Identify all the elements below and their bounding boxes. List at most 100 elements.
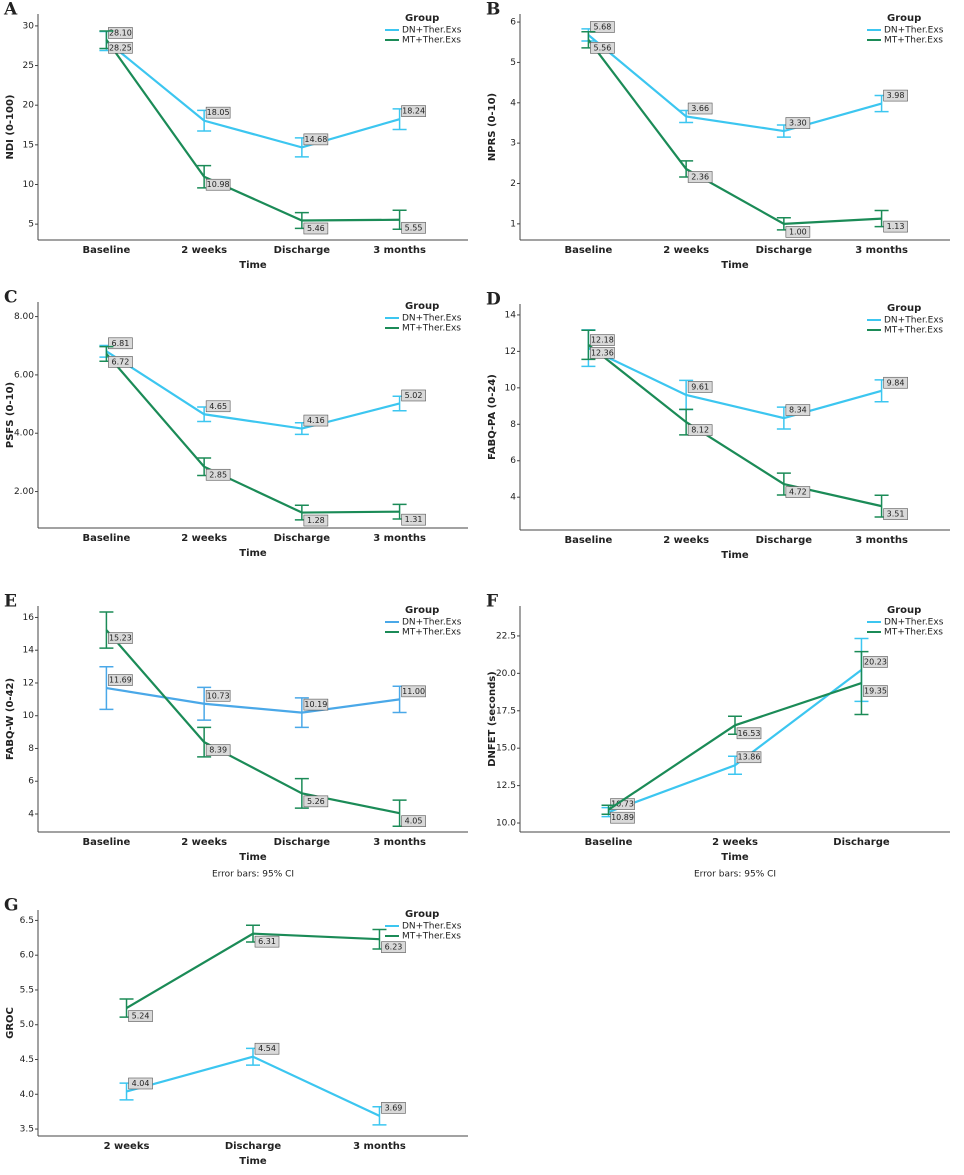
y-tick-label: 6.00 <box>14 370 34 380</box>
x-axis-title: Time <box>239 1156 267 1167</box>
x-tick-label: 2 weeks <box>104 1141 150 1152</box>
value-label: 20.23 <box>864 657 887 666</box>
value-label: 3.98 <box>887 91 905 100</box>
value-label-box <box>254 935 280 948</box>
legend-label: DN+Ther.Exs <box>402 26 462 36</box>
value-label-box <box>108 27 133 39</box>
error-bar <box>294 697 309 729</box>
panel-letter: D <box>486 290 501 310</box>
y-tick-label: 4 <box>510 493 516 503</box>
y-tick-label: 10.0 <box>496 819 516 829</box>
legend-title: Group <box>405 909 439 920</box>
value-label: 5.24 <box>132 1012 150 1021</box>
legend-title: Group <box>405 301 439 312</box>
x-tick-label: Discharge <box>225 1141 282 1152</box>
y-tick-label: 6 <box>510 456 516 466</box>
value-label-box <box>863 685 888 697</box>
y-tick-label: 4 <box>510 98 516 108</box>
y-tick-label: 4.5 <box>20 1055 34 1065</box>
value-label: 16.53 <box>738 729 761 738</box>
y-tick-label: 15.0 <box>496 744 516 754</box>
value-label-box <box>590 21 615 33</box>
value-label-box <box>687 171 713 183</box>
y-tick-label: 6 <box>510 18 516 28</box>
y-tick-label: 15 <box>23 140 34 150</box>
value-label: 3.51 <box>887 510 905 519</box>
error-bar <box>581 329 596 361</box>
x-tick-label: 2 weeks <box>181 837 227 848</box>
value-label: 18.24 <box>402 107 425 116</box>
value-label-box <box>108 356 133 368</box>
series-line <box>125 932 380 1009</box>
y-tick-label: 5 <box>510 58 516 68</box>
value-label: 2.36 <box>691 172 709 181</box>
error-bar <box>99 611 114 649</box>
x-tick-label: Discharge <box>756 245 813 256</box>
value-label: 8.12 <box>691 426 709 435</box>
x-axis-title: Time <box>239 852 267 863</box>
value-label: 3.69 <box>385 1103 403 1112</box>
y-axis-title: NPRS (0-10) <box>487 93 498 161</box>
y-tick-label: 8 <box>28 744 34 754</box>
value-label-box <box>401 513 426 526</box>
value-label: 5.55 <box>405 223 423 232</box>
panel-letter: G <box>4 896 19 916</box>
value-label: 5.02 <box>405 391 423 400</box>
x-axis-title: Time <box>721 260 749 271</box>
value-label: 9.84 <box>887 378 905 387</box>
series-line <box>587 34 882 133</box>
y-tick-label: 12.5 <box>496 781 516 791</box>
value-label-box <box>108 41 133 54</box>
value-label: 28.10 <box>109 28 132 37</box>
value-label-box <box>108 674 133 686</box>
value-label: 4.65 <box>209 402 227 411</box>
value-label-box <box>108 337 133 350</box>
y-tick-label: 5 <box>28 220 34 230</box>
value-label-box <box>687 381 713 393</box>
value-label-box <box>303 414 329 427</box>
series-line <box>105 350 400 430</box>
value-label-box <box>590 334 615 346</box>
value-label: 3.30 <box>789 119 807 128</box>
value-label-box <box>401 685 426 698</box>
value-label-box <box>128 1077 153 1090</box>
value-label-box <box>205 400 231 413</box>
y-tick-label: 12 <box>505 347 516 357</box>
value-label-box <box>863 656 888 668</box>
value-label-box <box>381 941 406 954</box>
series-line <box>607 682 862 811</box>
value-label-box <box>785 117 811 129</box>
y-axis-title: GROC <box>5 1007 16 1039</box>
note: Error bars: 95% CI <box>212 870 294 880</box>
value-label-box <box>883 508 908 520</box>
value-label-box <box>303 795 329 808</box>
y-tick-label: 14 <box>23 646 35 656</box>
value-label-box <box>254 1042 280 1055</box>
value-label: 9.61 <box>691 382 709 391</box>
value-label-box <box>205 468 231 481</box>
panel-letter: B <box>486 0 500 20</box>
value-label: 4.05 <box>405 817 423 826</box>
value-label-box <box>883 376 908 389</box>
value-label-box <box>687 102 713 115</box>
value-label-box <box>610 811 635 824</box>
value-label-box <box>736 727 762 740</box>
note: Error bars: 95% CI <box>694 870 776 880</box>
value-label: 4.72 <box>789 488 807 497</box>
y-tick-label: 1 <box>510 219 516 229</box>
error-bar <box>197 686 212 721</box>
legend-label: DN+Ther.Exs <box>402 618 462 628</box>
x-tick-label: 3 months <box>855 535 908 546</box>
x-tick-label: Baseline <box>585 837 633 848</box>
legend-label: DN+Ther.Exs <box>402 314 462 324</box>
error-bar <box>99 666 114 711</box>
y-tick-label: 6.5 <box>20 916 34 926</box>
y-tick-label: 22.5 <box>496 631 516 641</box>
x-tick-label: 3 months <box>373 245 426 256</box>
value-label: 8.34 <box>789 406 807 415</box>
value-label: 10.73 <box>207 691 230 700</box>
value-label: 5.46 <box>307 224 325 233</box>
x-tick-label: Discharge <box>274 837 331 848</box>
